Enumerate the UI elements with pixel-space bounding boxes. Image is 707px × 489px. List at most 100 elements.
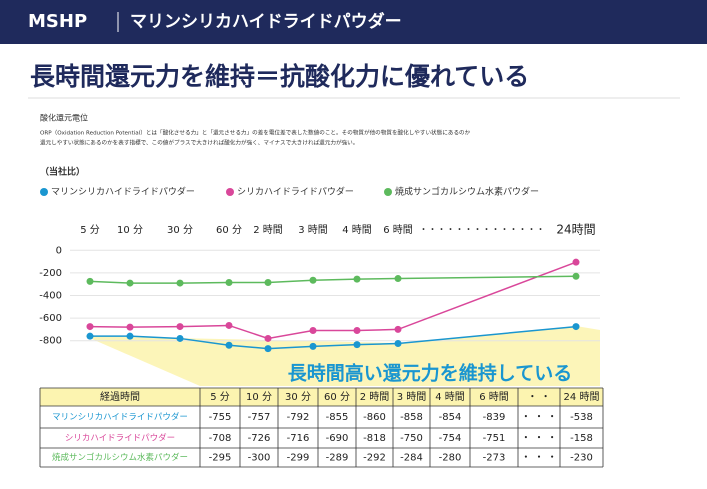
y-tick-label: -800: [39, 336, 62, 347]
table-cell: -839: [483, 412, 506, 423]
data-point: [309, 276, 317, 284]
data-point: [126, 323, 134, 331]
table-cell: -726: [248, 433, 271, 444]
table-cell: -754: [439, 433, 462, 444]
data-point: [572, 272, 580, 280]
series-line: [89, 275, 577, 284]
data-point: [309, 327, 317, 335]
data-point: [394, 340, 402, 348]
y-tick-label: -600: [39, 313, 62, 324]
note-line: ORP（Oxidation Reduction Potential）とは「酸化さ…: [40, 129, 471, 137]
x-tick-label: 5 分: [80, 224, 100, 236]
table-cell: -858: [400, 412, 423, 423]
x-tick-label: 4 時間: [342, 224, 372, 236]
x-tick-label: 30 分: [167, 224, 193, 236]
table-cell: -289: [326, 453, 349, 464]
x-tick-label: 2 時間: [253, 224, 283, 236]
data-point: [264, 334, 272, 342]
data-point: [264, 279, 272, 287]
data-point: [176, 323, 184, 331]
table-cell: -690: [326, 433, 349, 444]
data-point: [86, 323, 94, 331]
headline: 長時間還元力を維持＝抗酸化力に優れている: [30, 62, 529, 91]
y-tick-label: -200: [39, 268, 62, 279]
brand: MSHP: [28, 11, 87, 32]
data-point: [353, 275, 361, 283]
table-cell: 5 分: [210, 391, 230, 403]
data-point: [176, 334, 184, 342]
data-point: [353, 341, 361, 349]
table-cell: -855: [326, 412, 349, 423]
row-label: マリンシリカハイドライドパウダー: [52, 412, 188, 423]
data-point: [572, 323, 580, 331]
table-cell: -818: [363, 433, 386, 444]
table-header-bg: [40, 388, 603, 406]
table-cell: -854: [439, 412, 462, 423]
series-line: [89, 261, 577, 340]
product: マリンシリカハイドライドパウダー: [130, 11, 402, 32]
data-point: [126, 279, 134, 287]
table-cell: -230: [570, 453, 593, 464]
data-point: [572, 258, 580, 266]
comparison: （当社比）: [40, 166, 85, 178]
data-point: [225, 341, 233, 349]
table-cell: 4 時間: [435, 391, 465, 403]
data-point: [264, 345, 272, 353]
legend-marker: [384, 188, 392, 196]
row-label: 焼成サンゴカルシウム水素パウダー: [52, 452, 188, 463]
table-cell: 2 時間: [360, 391, 390, 403]
data-point: [86, 277, 94, 285]
table-cell: -295: [209, 453, 232, 464]
table-cell: 60 分: [324, 391, 350, 403]
legend-label: マリンシリカハイドライドパウダー: [51, 186, 195, 198]
data-point: [394, 325, 402, 333]
annotation: 長時間高い還元力を維持している: [288, 362, 572, 385]
legend-marker: [226, 188, 234, 196]
table-cell: -158: [570, 433, 593, 444]
table-cell: -299: [287, 453, 310, 464]
table-cell: ・ ・ ・: [521, 453, 557, 464]
legend-label: 焼成サンゴカルシウム水素パウダー: [395, 186, 539, 198]
data-point: [309, 342, 317, 350]
table-cell: -708: [209, 433, 232, 444]
table-cell: -292: [363, 453, 386, 464]
table-cell: ・ ・ ・: [521, 433, 557, 444]
row-label: 経過時間: [100, 390, 140, 403]
x-tick-label: 60 分: [216, 224, 242, 236]
legend-label: シリカハイドライドパウダー: [237, 186, 354, 198]
table-cell: ・ ・ ・: [521, 412, 557, 423]
note-title: 酸化還元電位: [40, 113, 88, 123]
table-cell: 24 時間: [564, 391, 600, 403]
table-cell: -860: [363, 412, 386, 423]
data-point: [394, 275, 402, 283]
table-cell: -750: [400, 433, 423, 444]
y-tick-label: -400: [39, 291, 62, 302]
table-cell: -538: [570, 412, 593, 423]
y-tick-label: 0: [56, 245, 62, 256]
x-tick-label: 6 時間: [383, 224, 413, 236]
row-label: シリカハイドライドパウダー: [65, 433, 175, 444]
table-cell: -757: [248, 412, 271, 423]
legend-marker: [40, 188, 48, 196]
table-cell: -716: [287, 433, 310, 444]
table-cell: -751: [483, 433, 506, 444]
x-tick-label: 3 時間: [298, 224, 328, 236]
x-tick-label: 24時間: [556, 223, 595, 237]
table-cell: -792: [287, 412, 310, 423]
data-point: [176, 279, 184, 287]
table-cell: 3 時間: [397, 391, 427, 403]
data-point: [86, 332, 94, 340]
data-point: [126, 332, 134, 340]
table-cell: -273: [483, 453, 506, 464]
table-cell: -284: [400, 453, 423, 464]
table-cell: -300: [248, 453, 271, 464]
table-cell: 30 分: [285, 391, 311, 403]
x-gap-label: ・・・・・・・・・・・・・・: [419, 226, 545, 236]
table-cell: -280: [439, 453, 462, 464]
table-cell: ・ ・: [527, 392, 550, 403]
table-cell: -755: [209, 412, 232, 423]
x-tick-label: 10 分: [117, 224, 143, 236]
note-line: 還元しやすい状態にあるのかを表す指標で、この値がプラスで大きければ酸化力が強く、…: [40, 139, 358, 147]
